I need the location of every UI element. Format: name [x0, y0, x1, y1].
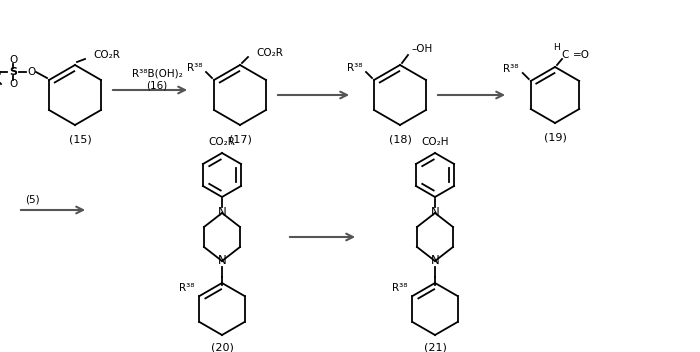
- Text: R³⁸: R³⁸: [186, 63, 202, 73]
- Text: (20): (20): [211, 343, 233, 352]
- Text: R³⁸: R³⁸: [346, 63, 362, 73]
- Text: R³⁸: R³⁸: [392, 283, 407, 293]
- Text: =O: =O: [573, 50, 590, 60]
- Text: S: S: [9, 67, 17, 77]
- Text: N: N: [218, 207, 226, 220]
- Text: (17): (17): [229, 135, 251, 145]
- Text: (5): (5): [25, 195, 40, 205]
- Text: O: O: [27, 67, 35, 77]
- Text: O: O: [9, 79, 17, 89]
- Text: CO₂H: CO₂H: [421, 137, 449, 147]
- Text: H: H: [554, 43, 561, 51]
- Text: O: O: [9, 55, 17, 65]
- Text: (15): (15): [69, 135, 92, 145]
- Text: R³⁸: R³⁸: [179, 283, 195, 293]
- Text: CO₂R: CO₂R: [256, 48, 283, 58]
- Text: (16): (16): [146, 80, 167, 90]
- Text: N: N: [218, 254, 226, 268]
- Text: N: N: [430, 254, 440, 268]
- Text: N: N: [430, 207, 440, 220]
- Text: (18): (18): [389, 135, 412, 145]
- Text: –OH: –OH: [412, 44, 433, 54]
- Text: CF₃: CF₃: [0, 67, 1, 77]
- Text: (19): (19): [544, 133, 566, 143]
- Text: CO₂R: CO₂R: [93, 50, 120, 60]
- Text: CO₂R: CO₂R: [209, 137, 235, 147]
- Text: R³⁸: R³⁸: [503, 64, 519, 74]
- Text: C: C: [561, 50, 568, 60]
- Text: R³⁸B(OH)₂: R³⁸B(OH)₂: [132, 68, 183, 78]
- Text: (21): (21): [424, 343, 447, 352]
